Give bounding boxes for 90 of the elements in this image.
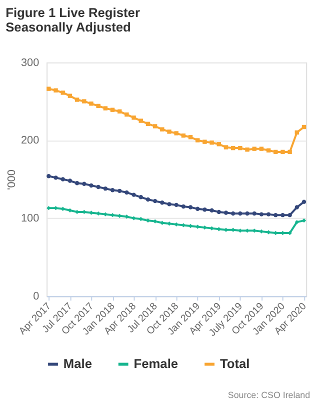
point	[110, 108, 115, 112]
point	[174, 131, 178, 136]
point	[68, 94, 72, 98]
point	[167, 130, 172, 134]
point	[259, 146, 264, 151]
legend-label: Male	[63, 356, 92, 372]
point	[216, 142, 221, 146]
point	[294, 220, 300, 224]
point	[202, 225, 207, 230]
point	[124, 190, 129, 195]
point	[252, 146, 256, 151]
point	[82, 99, 86, 104]
point	[82, 182, 86, 186]
point	[138, 216, 143, 222]
point	[294, 130, 300, 135]
point	[89, 102, 94, 106]
point	[202, 208, 207, 212]
point	[118, 109, 122, 114]
point	[74, 98, 80, 102]
point	[230, 146, 236, 150]
point	[238, 146, 242, 150]
point	[152, 124, 158, 128]
source-note: Source: CSO Ireland	[228, 390, 310, 400]
point	[132, 216, 136, 220]
point	[167, 202, 172, 206]
point	[132, 192, 136, 197]
point	[96, 184, 100, 190]
point	[146, 122, 150, 126]
point	[274, 212, 278, 218]
point	[138, 195, 143, 200]
point	[259, 212, 264, 216]
point	[280, 150, 285, 154]
point	[238, 211, 242, 216]
point	[216, 227, 221, 232]
point	[245, 211, 250, 216]
point	[266, 148, 271, 152]
point	[288, 212, 292, 218]
point	[245, 148, 250, 152]
point	[294, 205, 300, 210]
legend-label: Total	[220, 356, 250, 372]
point	[110, 188, 115, 192]
point	[280, 212, 285, 218]
point	[89, 183, 94, 188]
point	[152, 198, 158, 204]
point	[181, 204, 186, 209]
point	[118, 188, 122, 194]
point	[96, 211, 100, 216]
point	[224, 210, 228, 215]
point	[138, 118, 143, 123]
y-tick-label: 300	[20, 56, 40, 69]
point	[124, 112, 129, 117]
point	[188, 205, 193, 210]
point	[174, 202, 178, 208]
chart-title: Figure 1 Live Register Seasonally Adjusted	[6, 4, 140, 35]
point	[196, 138, 200, 142]
point	[103, 186, 108, 191]
point	[302, 124, 306, 130]
point	[68, 178, 72, 183]
legend-label: Female	[134, 356, 178, 372]
point	[252, 211, 256, 216]
point	[103, 106, 108, 110]
y-axis-title: '000	[6, 170, 18, 190]
point	[210, 208, 214, 212]
point	[46, 174, 51, 178]
point	[160, 127, 164, 132]
point	[96, 104, 100, 108]
point	[210, 140, 214, 145]
point	[196, 206, 200, 211]
y-tick-label: 200	[20, 134, 40, 147]
y-tick-label: 0	[33, 290, 40, 303]
point	[46, 86, 51, 91]
point	[224, 145, 228, 150]
point	[216, 210, 221, 214]
point	[202, 140, 207, 144]
point	[274, 150, 278, 154]
point	[74, 181, 80, 186]
point	[266, 212, 271, 216]
point	[54, 88, 58, 92]
point	[60, 177, 65, 182]
point	[230, 211, 236, 216]
y-tick-label: 100	[20, 212, 40, 225]
point	[60, 90, 65, 95]
point	[302, 200, 306, 204]
point	[160, 200, 164, 205]
point	[54, 176, 58, 180]
point	[132, 116, 136, 120]
point	[181, 133, 186, 138]
point	[288, 150, 292, 154]
point	[188, 135, 193, 140]
point	[146, 197, 150, 202]
